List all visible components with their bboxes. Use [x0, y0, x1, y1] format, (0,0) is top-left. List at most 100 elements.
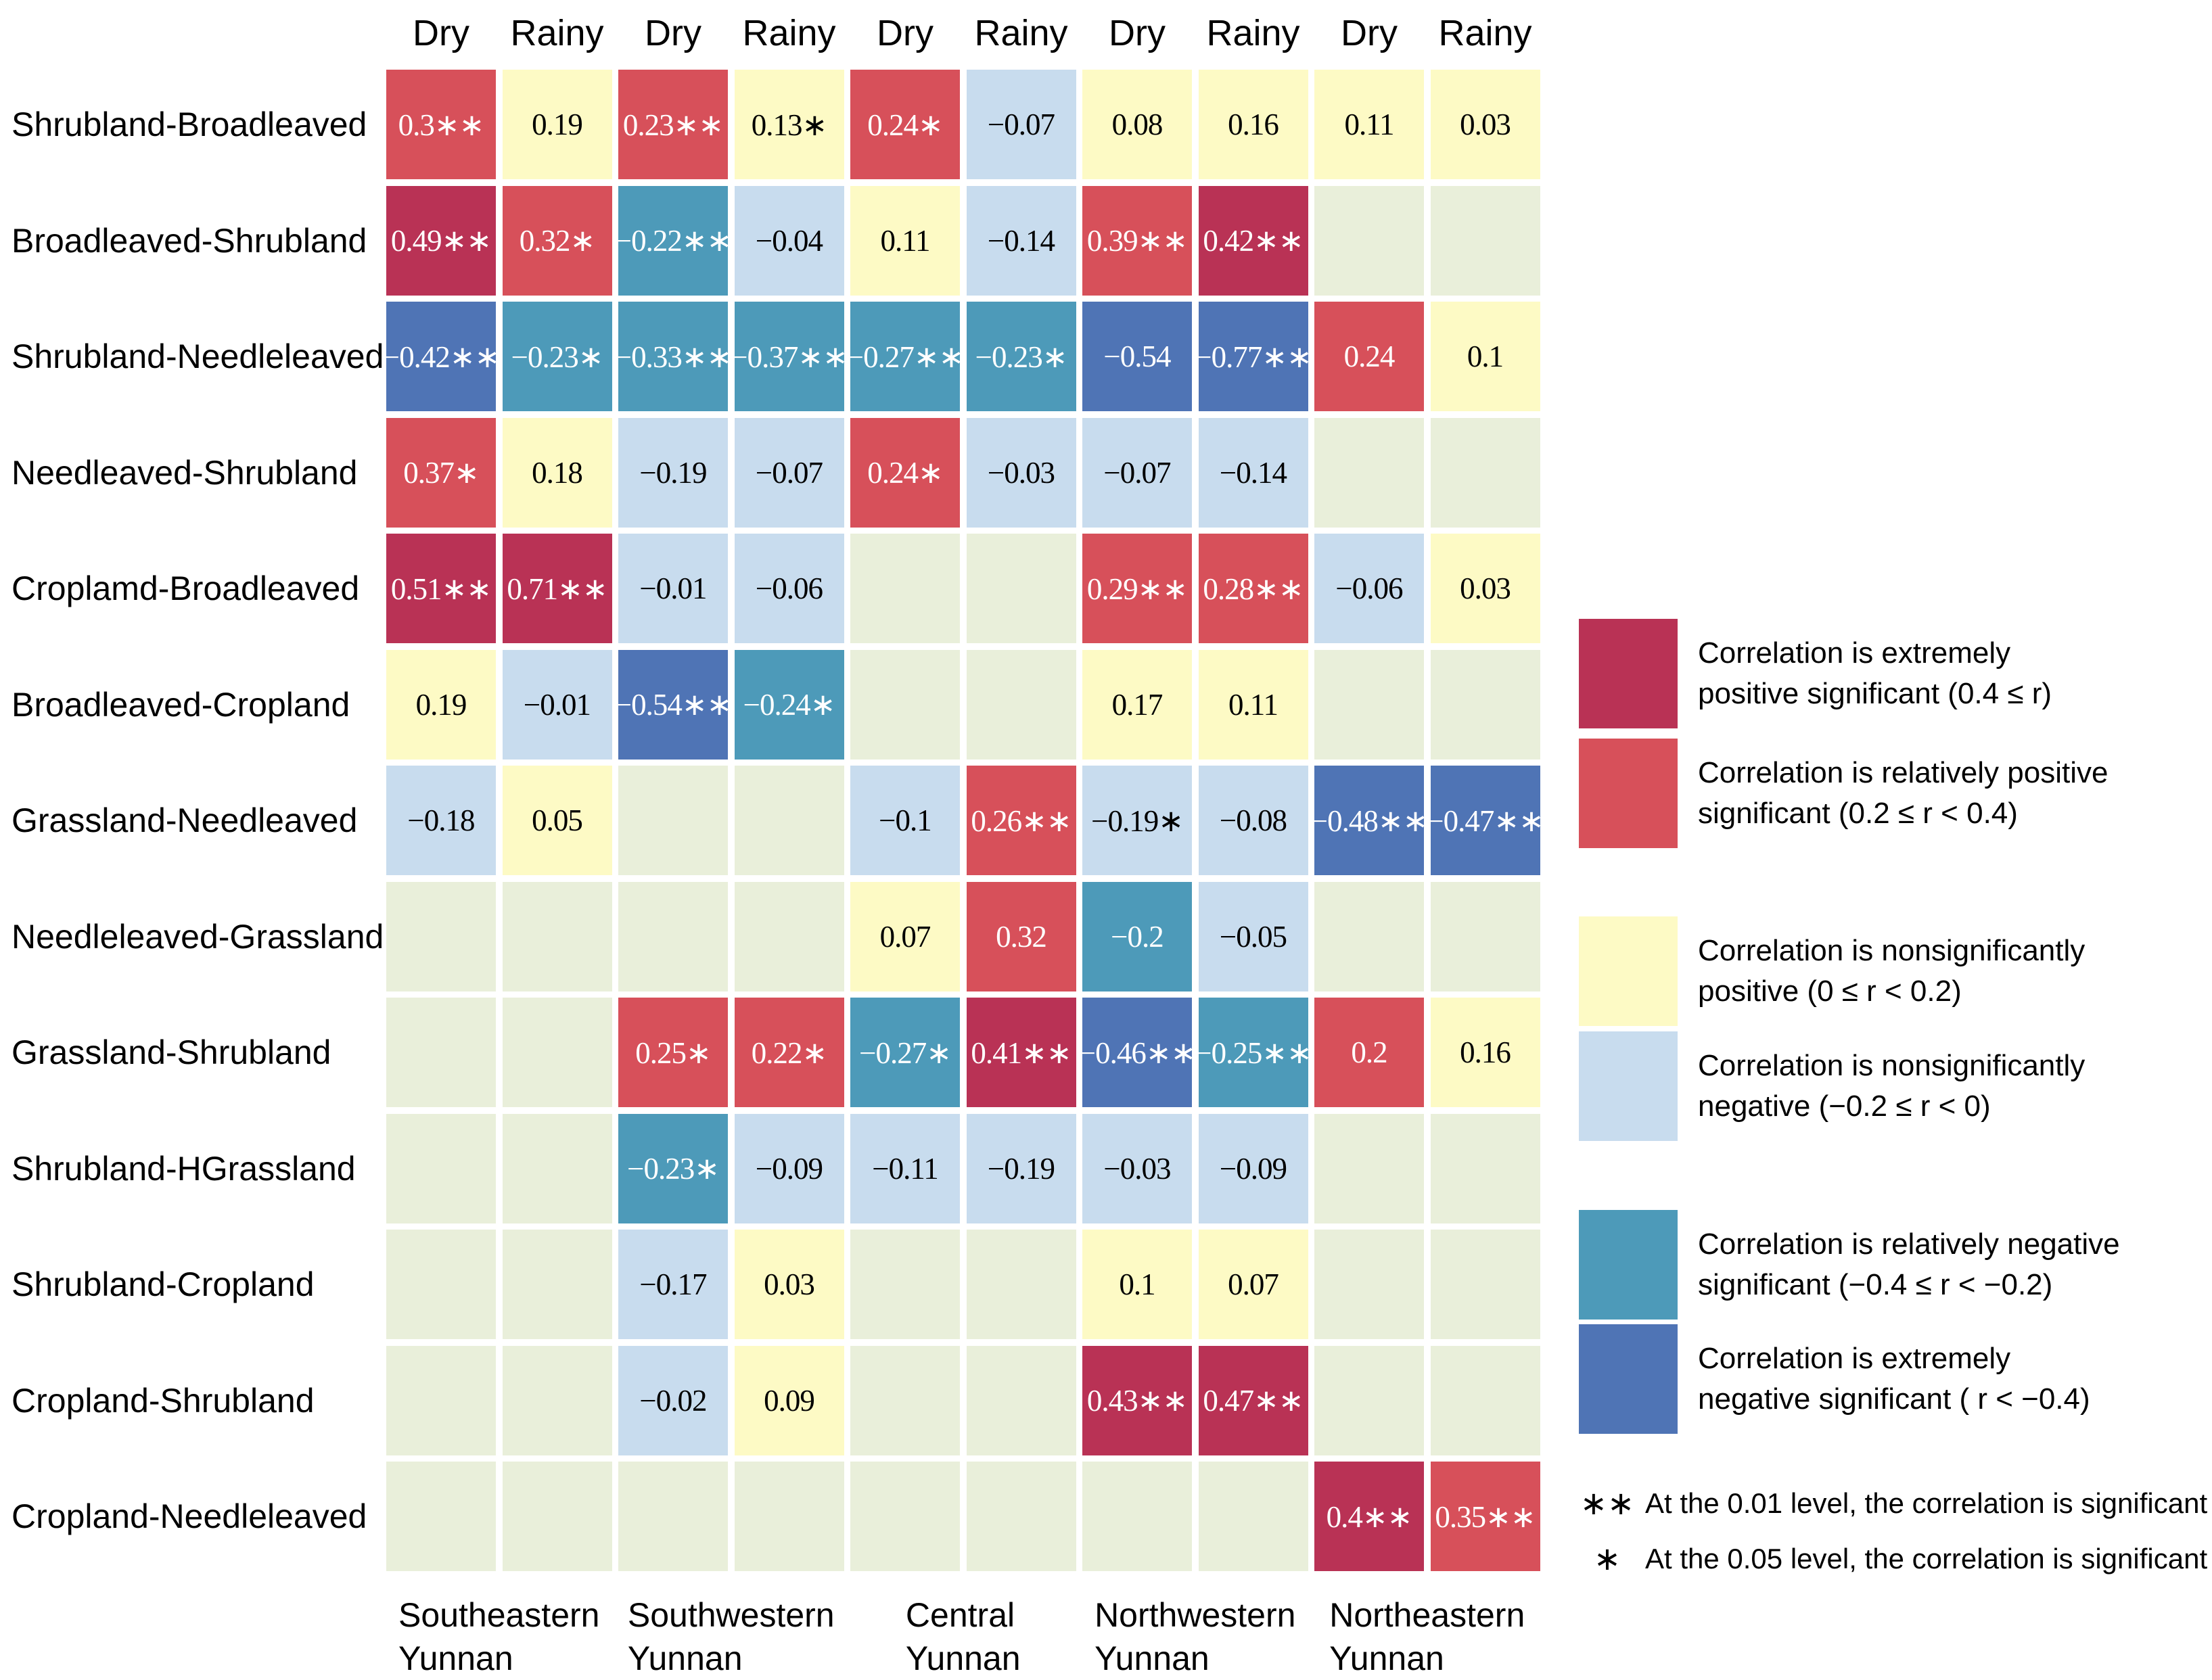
cell-value: −0.25∗∗ — [1195, 1035, 1312, 1070]
matrix-cell — [502, 1230, 612, 1339]
legend-text-line: negative significant ( r < −0.4) — [1698, 1382, 2090, 1416]
matrix-cell — [966, 1345, 1076, 1455]
matrix-cell: 0.28∗∗ — [1198, 534, 1308, 643]
row-label: Cropland-Shrubland — [11, 1381, 315, 1420]
cell-value: −0.08 — [1219, 803, 1287, 837]
cell-value: 0.28∗∗ — [1203, 571, 1304, 606]
cell-value: −0.09 — [755, 1151, 823, 1186]
matrix-cell: 0.18 — [502, 417, 612, 528]
matrix-cell — [850, 534, 960, 643]
matrix-cell — [1430, 185, 1540, 296]
legend-text-line: Correlation is nonsignificantly — [1698, 934, 2086, 967]
cell-value: 0.25∗ — [635, 1035, 711, 1070]
legend-swatch — [1579, 619, 1678, 728]
matrix-cell — [734, 1462, 844, 1571]
legend: Correlation is extremely positive signifi… — [1579, 619, 2212, 1578]
cell-value: −0.14 — [1219, 455, 1287, 490]
legend-text-line: Correlation is relatively negative — [1698, 1228, 2120, 1261]
cell-value: 0.17 — [1111, 687, 1163, 722]
matrix-cell — [850, 649, 960, 760]
row-label: Shrubland-Cropland — [11, 1265, 315, 1303]
region-label-text: Southwestern Yunnan — [628, 1593, 835, 1680]
cell-value: 0.32∗ — [519, 224, 595, 258]
legend-text: Correlation is extremely positive signifi… — [1698, 633, 2052, 714]
matrix-cell — [734, 766, 844, 875]
cell-value: 0.24 — [1343, 340, 1396, 373]
region-label-text: Central Yunnan — [906, 1593, 1021, 1680]
legend-text: Correlation is nonsignificantly negative … — [1698, 1046, 2085, 1127]
cell-value: 0.71∗∗ — [507, 571, 607, 606]
legend-entry: Correlation is nonsignificantly positive … — [1579, 916, 2212, 1026]
cell-value: −0.06 — [1335, 571, 1403, 605]
matrix-cell: −0.37∗∗ — [731, 302, 848, 411]
matrix-cell: 0.2 — [1314, 998, 1424, 1107]
cell-value: −0.27∗ — [859, 1035, 952, 1070]
matrix-cell: −0.07 — [966, 70, 1076, 179]
matrix-cell: 0.23∗∗ — [618, 70, 728, 179]
cell-value: 0.24∗ — [867, 108, 943, 142]
matrix-cell: 0.13∗ — [734, 70, 844, 179]
season-header: Rainy — [510, 13, 604, 53]
matrix-cell — [1314, 1113, 1424, 1223]
matrix-cell: −0.19 — [966, 1113, 1076, 1223]
matrix-cell: −0.03 — [966, 417, 1076, 528]
matrix-cell — [502, 1345, 612, 1455]
legend-entry: Correlation is nonsignificantly negative … — [1579, 1031, 2212, 1141]
legend-text-line: significant (−0.4 ≤ r < −0.2) — [1698, 1268, 2053, 1301]
matrix-cell — [966, 1462, 1076, 1571]
region-label-line: Southwestern — [627, 1596, 835, 1634]
matrix-cell — [618, 881, 728, 991]
cell-value: 0.35∗∗ — [1435, 1499, 1536, 1534]
row-label: Shrubland-Broadleaved — [11, 106, 367, 143]
matrix-cell: −0.25∗∗ — [1195, 998, 1312, 1107]
season-header: Dry — [1109, 13, 1166, 53]
cell-value: 0.13∗ — [751, 108, 827, 142]
matrix-cell: −0.01 — [618, 534, 728, 643]
cell-value: 0.43∗∗ — [1086, 1384, 1188, 1418]
cell-value: −0.22∗∗ — [614, 224, 733, 258]
cell-value: 0.47∗∗ — [1203, 1384, 1304, 1418]
matrix-cell: −0.23∗ — [618, 1113, 728, 1223]
matrix-cell: 0.37∗ — [386, 417, 496, 528]
matrix-cell: −0.02 — [618, 1345, 728, 1455]
matrix-cell: 0.51∗∗ — [386, 534, 496, 643]
region-axis-labels: Southeastern Yunnan Southwestern Yunnan Cent… — [386, 1593, 1540, 1680]
row-label: Broadleaved-Cropland — [11, 685, 350, 724]
matrix-cell: −0.03 — [1082, 1113, 1192, 1223]
matrix-cell: 0.35∗∗ — [1430, 1462, 1540, 1571]
cell-value: 0.08 — [1111, 108, 1163, 141]
cell-value: 0.32 — [996, 919, 1047, 954]
cell-value: −0.37∗∗ — [731, 340, 848, 374]
matrix-cell — [1430, 1230, 1540, 1339]
matrix-cell: −0.24∗ — [734, 649, 844, 760]
cell-value: −0.07 — [987, 108, 1055, 141]
matrix-cell: −0.05 — [1198, 881, 1308, 991]
matrix-cell — [386, 881, 496, 991]
row-label: Shrubland-Needleleaved — [11, 337, 384, 375]
matrix-cell: 0.24 — [1314, 302, 1424, 411]
matrix-cell: −0.48∗∗ — [1311, 766, 1428, 875]
matrix-cell: −0.54∗∗ — [615, 649, 732, 760]
matrix-cell — [386, 1113, 496, 1223]
matrix-cell: 0.16 — [1198, 70, 1308, 179]
matrix-cell: −0.1 — [850, 766, 960, 875]
legend-entry: Correlation is extremely negative signifi… — [1579, 1324, 2212, 1434]
matrix-cell: 0.32∗ — [502, 185, 612, 296]
matrix-cell — [1314, 649, 1424, 760]
matrix-cell: 0.49∗∗ — [386, 185, 496, 296]
cell-value: 0.07 — [879, 919, 931, 954]
region-label-text: Northwestern Yunnan — [1095, 1593, 1295, 1680]
matrix-cell: 0.22∗ — [734, 998, 844, 1107]
region-label: Northwestern Yunnan — [1082, 1593, 1308, 1680]
row-label: Shrubland-HGrassland — [11, 1149, 356, 1188]
legend-text-line: Correlation is relatively positive — [1698, 756, 2109, 789]
legend-text-line: Correlation is nonsignificantly — [1698, 1049, 2086, 1082]
cell-value: 0.09 — [764, 1383, 815, 1418]
matrix-cell: 0.4∗∗ — [1314, 1462, 1424, 1571]
matrix-cell: 0.71∗∗ — [502, 534, 612, 643]
legend-swatch — [1579, 1324, 1678, 1434]
matrix-cell — [386, 1345, 496, 1455]
matrix-cell — [1430, 1345, 1540, 1455]
cell-value: −0.23∗ — [627, 1152, 720, 1186]
matrix-cell: 0.19 — [502, 70, 612, 179]
